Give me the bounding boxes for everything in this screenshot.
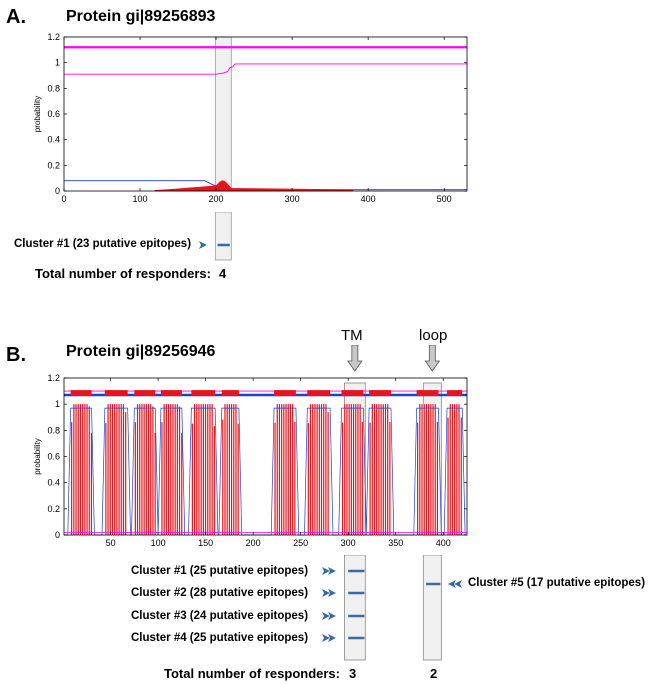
panel-b-chart: 0 0.2 0.4 0.6 0.8 1 1.2 50 100 150 200 250 300 350 400… bbox=[33, 345, 468, 548]
panel-a-y-axis-label: probability bbox=[33, 96, 42, 132]
panel-a-cluster-arrow-icon bbox=[199, 241, 207, 249]
panel-b-cluster-arrow-icon bbox=[328, 634, 336, 642]
panel-a-plot-frame bbox=[63, 36, 468, 192]
panel-b-responders-count-loop: 2 bbox=[430, 666, 438, 681]
panel-a-x-tick-label: 200 bbox=[209, 194, 224, 204]
panel-a-responders-count: 4 bbox=[219, 266, 227, 281]
panel-b-cluster-5-label: Cluster #5 (17 putative epitopes) bbox=[468, 577, 646, 589]
panel-b-y-tick-label: 1 bbox=[55, 399, 60, 409]
panel-b-red-top-segment bbox=[369, 390, 391, 397]
panel-b-tm-segment-10 bbox=[369, 404, 391, 535]
panel-b-y-axis-label: probability bbox=[33, 438, 42, 474]
panel-b-y-tick-label: 1.2 bbox=[47, 373, 60, 383]
panel-b-cluster-arrow-icon bbox=[328, 567, 336, 575]
panel-b-x-tick-label: 200 bbox=[246, 538, 261, 548]
panel-a-title: Protein gi|89256893 bbox=[66, 8, 216, 25]
panel-b-y-tick-label: 0.4 bbox=[47, 478, 60, 488]
panel-b-tm-background bbox=[221, 404, 239, 535]
tm-region-label: TM bbox=[341, 327, 363, 344]
panel-b-tm-segment-1 bbox=[70, 404, 93, 535]
panel-b-red-top-segment bbox=[160, 390, 182, 397]
panel-b-y-tick-label: 0.2 bbox=[47, 504, 60, 514]
panel-b-cluster-2-label: Cluster #2 (28 putative epitopes) bbox=[131, 587, 309, 599]
panel-b-cluster-4-label: Cluster #4 (25 putative epitopes) bbox=[131, 632, 309, 644]
panel-b-cluster-arrow-icon bbox=[322, 634, 330, 642]
panel-b-red-top-segment bbox=[134, 390, 156, 397]
panel-b-red-top-segment bbox=[447, 390, 463, 397]
panel-a-series-2 bbox=[64, 180, 467, 191]
panel-a-x-tick-label: 500 bbox=[437, 194, 452, 204]
panel-b-y-tick-label: 0 bbox=[55, 530, 60, 540]
panel-b-cluster-arrow-icon bbox=[322, 589, 330, 597]
panel-b-red-top-segment bbox=[70, 390, 92, 397]
panel-a-highlight-box bbox=[214, 36, 232, 192]
panel-a-series-1 bbox=[64, 63, 467, 75]
panel-b-red-top-segment bbox=[191, 390, 216, 397]
panel-b-y-tick-label: 0.8 bbox=[47, 425, 60, 435]
panel-a-y-tick-label: 0.8 bbox=[47, 83, 60, 93]
panel-b-cluster-3-label: Cluster #3 (24 putative epitopes) bbox=[131, 610, 309, 622]
panel-b-red-top-segment bbox=[341, 390, 364, 397]
panel-b-tm-segment-11 bbox=[416, 404, 439, 535]
panel-b-title: Protein gi|89256946 bbox=[66, 343, 216, 360]
panel-b-red-top-segment bbox=[416, 390, 439, 397]
panel-b-highlight-box-extension-2 bbox=[422, 555, 442, 661]
panel-b-tm-segment-8 bbox=[307, 404, 331, 535]
panel-b-cluster-arrow-icon bbox=[322, 567, 330, 575]
panel-b-x-tick-label: 400 bbox=[436, 538, 451, 548]
panel-a-highlight-box-extension bbox=[214, 212, 232, 261]
panel-b-red-top-segment bbox=[104, 390, 128, 397]
panel-b-tm-segment-6 bbox=[221, 404, 239, 535]
panel-b-tm-segment-9 bbox=[341, 404, 364, 535]
panel-b-responders-label: Total number of responders: bbox=[164, 666, 340, 681]
panel-a-x-tick-label: 100 bbox=[133, 194, 148, 204]
panel-b-label: B. bbox=[6, 344, 26, 366]
panel-a-responders-label: Total number of responders: bbox=[35, 266, 211, 281]
panel-b-tm-segment-5 bbox=[191, 404, 216, 535]
panel-a-label: A. bbox=[6, 6, 26, 28]
panel-a-y-tick-label: 0.4 bbox=[47, 135, 60, 145]
panel-b-x-tick-label: 250 bbox=[293, 538, 308, 548]
panel-a-y-tick-label: 0 bbox=[55, 186, 60, 196]
panel-a-cluster-marks bbox=[199, 212, 232, 261]
panel-b-y-tick-label: 0.6 bbox=[47, 452, 60, 462]
panel-b-tm-segment-2 bbox=[104, 404, 128, 535]
panel-b-x-tick-label: 100 bbox=[151, 538, 166, 548]
panel-a-x-tick-label: 300 bbox=[285, 194, 300, 204]
panel-b-x-tick-label: 350 bbox=[388, 538, 403, 548]
panel-a-y-tick-label: 0.2 bbox=[47, 160, 60, 170]
panel-b-cluster-1-label: Cluster #1 (25 putative epitopes) bbox=[131, 565, 309, 577]
tm-down-arrow-icon bbox=[347, 345, 363, 372]
panel-b-tm-segment-12 bbox=[447, 404, 463, 535]
loop-region-label: loop bbox=[419, 327, 448, 344]
panel-b-red-top-segment bbox=[307, 390, 331, 397]
panel-b-cluster-arrow-icon bbox=[328, 612, 336, 620]
panel-a-red-series bbox=[154, 180, 354, 192]
panel-b-x-tick-label: 50 bbox=[106, 538, 116, 548]
panel-b-tm-segment-7 bbox=[274, 404, 296, 535]
panel-b-red-top-segment bbox=[221, 390, 239, 397]
panel-a-x-tick-label: 400 bbox=[361, 194, 376, 204]
panel-b-cluster-arrow-icon bbox=[454, 580, 462, 588]
loop-down-arrow-icon bbox=[424, 345, 441, 372]
panel-b-cluster-arrow-icon bbox=[448, 580, 456, 588]
panel-b-x-tick-label: 150 bbox=[198, 538, 213, 548]
panel-b-cluster-arrow-icon bbox=[328, 589, 336, 597]
panel-b-tm-segment-4 bbox=[160, 404, 183, 535]
panel-a-y-tick-label: 1.2 bbox=[47, 32, 60, 42]
panel-b-tm-segment-3 bbox=[134, 404, 156, 535]
panel-b-responders-count-tm: 3 bbox=[349, 666, 357, 681]
panel-a-y-tick-label: 0.6 bbox=[47, 109, 60, 119]
panel-a-cluster-1-label: Cluster #1 (23 putative epitopes) bbox=[14, 238, 192, 250]
panel-a-x-tick-label: 0 bbox=[61, 194, 66, 204]
panel-a-chart: 0 0.2 0.4 0.6 0.8 1 1.2 0 100 200 300 400 500 probabi… bbox=[33, 32, 468, 204]
panel-a-y-tick-label: 1 bbox=[55, 58, 60, 68]
panel-b-highlight-box-extension-1 bbox=[343, 555, 366, 661]
panel-b-red-top-segment bbox=[274, 390, 296, 397]
panel-b-cluster-arrow-icon bbox=[322, 612, 330, 620]
panel-b-cluster-marks bbox=[322, 555, 462, 661]
panel-b-x-tick-label: 300 bbox=[341, 538, 356, 548]
